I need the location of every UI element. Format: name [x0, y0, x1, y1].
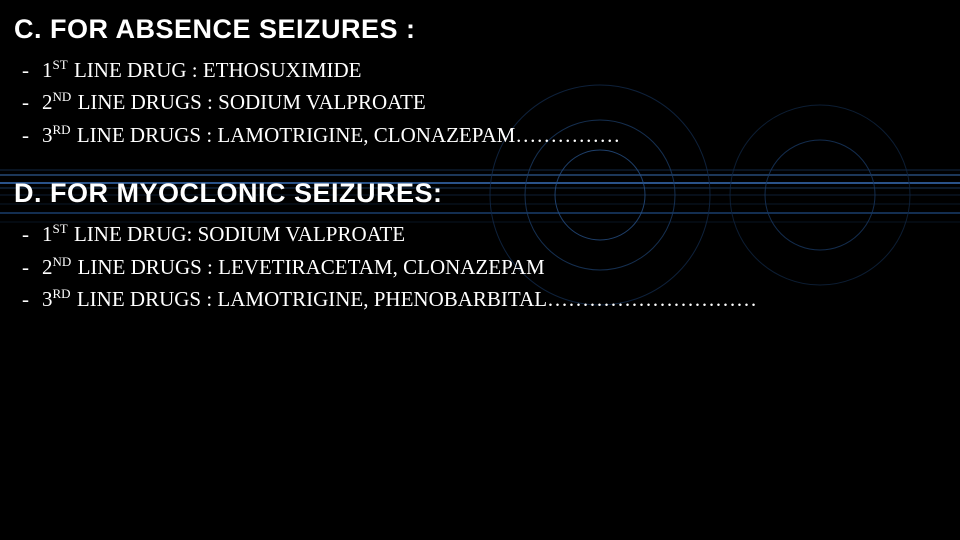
section-d: D. FOR MYOCLONIC SEIZURES: - 1ST LINE DR…: [14, 178, 946, 314]
ordinal-sup: RD: [53, 122, 71, 137]
ordinal-num: 3: [42, 287, 53, 311]
ordinal-sup: RD: [53, 286, 71, 301]
bullet-dash: -: [22, 120, 42, 150]
list-item: - 3RD LINE DRUGS : LAMOTRIGINE, PHENOBAR…: [22, 284, 946, 314]
line-rest: LINE DRUGS : LEVETIRACETAM, CLONAZEPAM: [72, 255, 544, 279]
line-rest: LINE DRUG: SODIUM VALPROATE: [69, 222, 405, 246]
ordinal-sup: ST: [53, 57, 68, 72]
line-text: 2ND LINE DRUGS : SODIUM VALPROATE: [42, 87, 426, 117]
bullet-dash: -: [22, 219, 42, 249]
section-c-heading: C. FOR ABSENCE SEIZURES :: [14, 14, 946, 45]
section-d-heading: D. FOR MYOCLONIC SEIZURES:: [14, 178, 946, 209]
line-rest: LINE DRUG : ETHOSUXIMIDE: [69, 58, 362, 82]
ordinal-sup: ND: [53, 254, 72, 269]
bullet-dash: -: [22, 87, 42, 117]
list-item: - 2ND LINE DRUGS : SODIUM VALPROATE: [22, 87, 946, 117]
list-item: - 3RD LINE DRUGS : LAMOTRIGINE, CLONAZEP…: [22, 120, 946, 150]
bullet-dash: -: [22, 252, 42, 282]
ordinal-num: 3: [42, 123, 53, 147]
ordinal-num: 1: [42, 58, 53, 82]
line-text: 2ND LINE DRUGS : LEVETIRACETAM, CLONAZEP…: [42, 252, 545, 282]
line-rest: LINE DRUGS : LAMOTRIGINE, CLONAZEPAM……………: [72, 123, 621, 147]
bullet-dash: -: [22, 55, 42, 85]
ordinal-sup: ND: [53, 89, 72, 104]
line-text: 3RD LINE DRUGS : LAMOTRIGINE, PHENOBARBI…: [42, 284, 757, 314]
ordinal-num: 2: [42, 255, 53, 279]
line-rest: LINE DRUGS : LAMOTRIGINE, PHENOBARBITAL……: [72, 287, 757, 311]
list-item: - 1ST LINE DRUG: SODIUM VALPROATE: [22, 219, 946, 249]
line-text: 1ST LINE DRUG : ETHOSUXIMIDE: [42, 55, 362, 85]
ordinal-num: 2: [42, 90, 53, 114]
ordinal-num: 1: [42, 222, 53, 246]
line-rest: LINE DRUGS : SODIUM VALPROATE: [72, 90, 425, 114]
slide-content: C. FOR ABSENCE SEIZURES : - 1ST LINE DRU…: [0, 0, 960, 315]
section-c-list: - 1ST LINE DRUG : ETHOSUXIMIDE - 2ND LIN…: [22, 55, 946, 150]
list-item: - 2ND LINE DRUGS : LEVETIRACETAM, CLONAZ…: [22, 252, 946, 282]
section-c: C. FOR ABSENCE SEIZURES : - 1ST LINE DRU…: [14, 14, 946, 150]
section-d-list: - 1ST LINE DRUG: SODIUM VALPROATE - 2ND …: [22, 219, 946, 314]
line-text: 1ST LINE DRUG: SODIUM VALPROATE: [42, 219, 405, 249]
line-text: 3RD LINE DRUGS : LAMOTRIGINE, CLONAZEPAM…: [42, 120, 620, 150]
ordinal-sup: ST: [53, 221, 68, 236]
bullet-dash: -: [22, 284, 42, 314]
list-item: - 1ST LINE DRUG : ETHOSUXIMIDE: [22, 55, 946, 85]
